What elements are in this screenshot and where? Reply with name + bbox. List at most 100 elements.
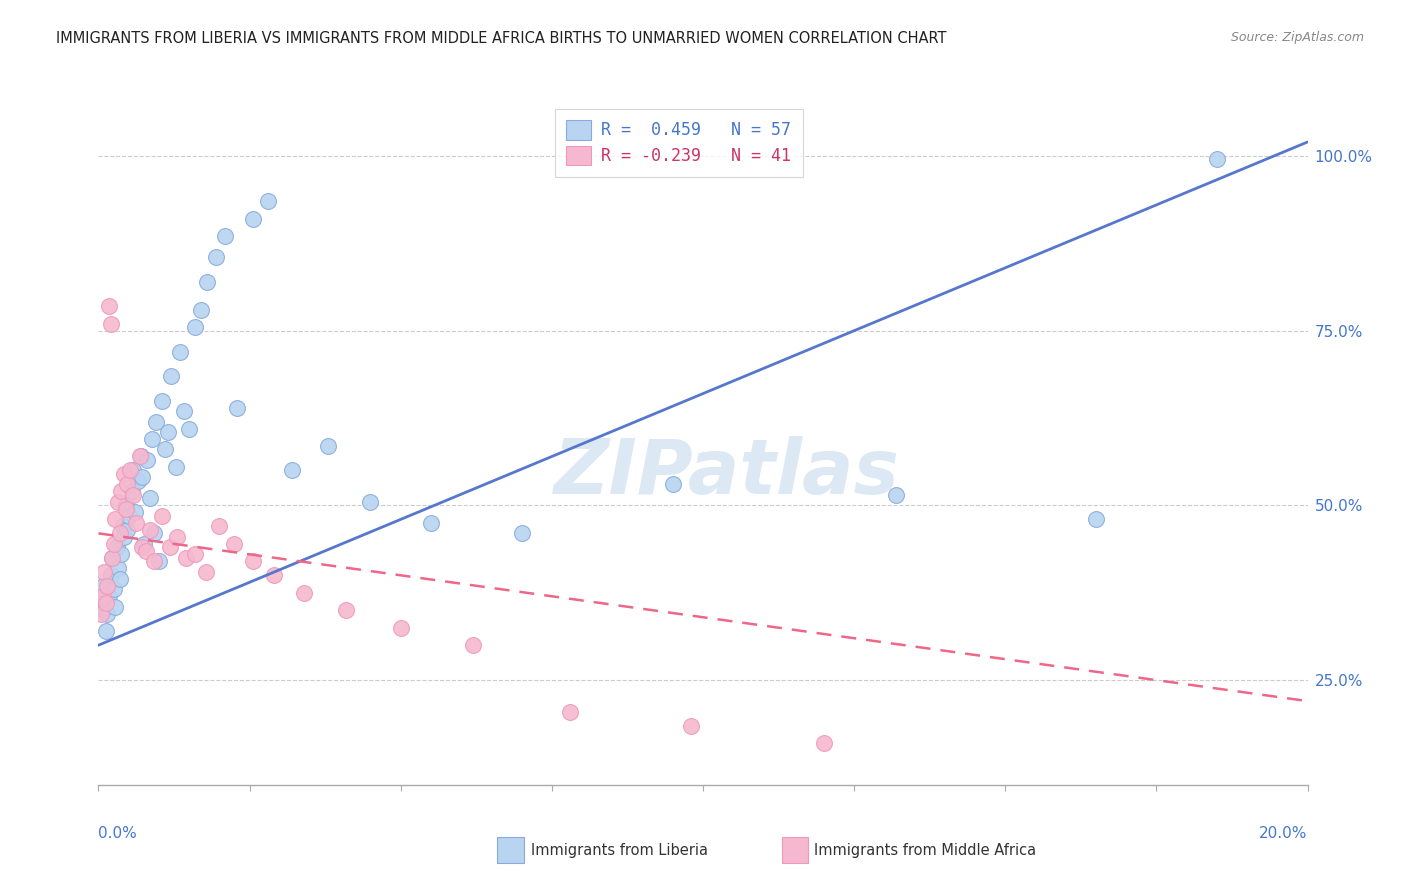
Bar <box>498 838 524 863</box>
Point <box>281 463 304 477</box>
Point <box>129 450 152 464</box>
Point <box>173 404 195 418</box>
Point <box>242 211 264 226</box>
Point <box>242 554 264 568</box>
Point <box>389 621 412 635</box>
Point <box>420 516 443 530</box>
Text: IMMIGRANTS FROM LIBERIA VS IMMIGRANTS FROM MIDDLE AFRICA BIRTHS TO UNMARRIED WOM: IMMIGRANTS FROM LIBERIA VS IMMIGRANTS FR… <box>56 31 946 46</box>
Point <box>100 568 122 582</box>
Point <box>165 460 187 475</box>
Point <box>179 421 201 435</box>
Point <box>205 250 228 264</box>
Point <box>96 607 118 621</box>
Point <box>135 453 157 467</box>
Point <box>118 463 141 477</box>
Point <box>256 194 278 209</box>
Point <box>159 541 181 555</box>
Point <box>94 624 117 639</box>
Point <box>510 526 533 541</box>
Point <box>195 565 218 579</box>
Point <box>114 502 136 516</box>
Text: Immigrants from Middle Africa: Immigrants from Middle Africa <box>814 843 1036 857</box>
Point <box>145 415 167 429</box>
Point <box>111 519 134 533</box>
Point <box>184 320 207 334</box>
Text: Immigrants from Liberia: Immigrants from Liberia <box>531 843 709 857</box>
Point <box>208 519 231 533</box>
Text: 20.0%: 20.0% <box>1260 826 1308 840</box>
Point <box>103 582 125 597</box>
Point <box>94 596 117 610</box>
Point <box>122 463 145 477</box>
Point <box>93 603 115 617</box>
Point <box>679 718 702 732</box>
Point <box>150 393 173 408</box>
Point <box>96 579 118 593</box>
Point <box>886 488 908 502</box>
Point <box>1085 512 1108 526</box>
Point <box>558 705 581 719</box>
Point <box>100 550 122 565</box>
Point <box>143 526 166 541</box>
Legend: R =  0.459   N = 57, R = -0.239   N = 41: R = 0.459 N = 57, R = -0.239 N = 41 <box>554 109 803 178</box>
Point <box>110 484 132 499</box>
Point <box>105 541 128 555</box>
Point <box>166 530 188 544</box>
Point <box>214 229 236 244</box>
Bar <box>782 838 808 863</box>
Point <box>108 526 131 541</box>
Point <box>226 401 249 415</box>
Point <box>131 470 153 484</box>
Point <box>139 523 162 537</box>
Point <box>150 508 173 523</box>
Point <box>131 541 153 555</box>
Point <box>813 736 835 750</box>
Text: Source: ZipAtlas.com: Source: ZipAtlas.com <box>1230 31 1364 45</box>
Point <box>108 572 131 586</box>
Point <box>195 275 218 289</box>
Point <box>125 516 148 530</box>
Point <box>91 579 114 593</box>
Point <box>121 484 143 499</box>
Point <box>148 554 170 568</box>
Point <box>132 537 155 551</box>
Point <box>107 561 129 575</box>
Point <box>128 450 150 464</box>
Point <box>143 554 166 568</box>
Point <box>93 565 115 579</box>
Text: 0.0%: 0.0% <box>98 826 138 840</box>
Point <box>103 537 125 551</box>
Point <box>91 589 114 603</box>
Point <box>153 442 176 457</box>
Point <box>139 491 162 506</box>
Point <box>127 474 149 488</box>
Point <box>104 512 127 526</box>
Point <box>174 550 197 565</box>
Point <box>124 505 146 519</box>
Point <box>169 344 191 359</box>
Point <box>141 432 163 446</box>
Point <box>224 537 246 551</box>
Point <box>122 488 145 502</box>
Point <box>117 477 139 491</box>
Point <box>661 477 683 491</box>
Point <box>316 439 339 453</box>
Point <box>98 589 121 603</box>
Point <box>98 299 121 313</box>
Point <box>335 603 357 617</box>
Point <box>117 523 139 537</box>
Point <box>112 467 135 481</box>
Point <box>110 547 132 561</box>
Point <box>1206 153 1229 167</box>
Text: ZIPatlas: ZIPatlas <box>554 436 900 510</box>
Point <box>184 547 207 561</box>
Point <box>190 302 212 317</box>
Point <box>100 550 122 565</box>
Point <box>90 596 112 610</box>
Point <box>292 586 315 600</box>
Point <box>156 425 179 439</box>
Point <box>114 499 136 513</box>
Point <box>135 544 157 558</box>
Point <box>107 495 129 509</box>
Point <box>100 317 122 331</box>
